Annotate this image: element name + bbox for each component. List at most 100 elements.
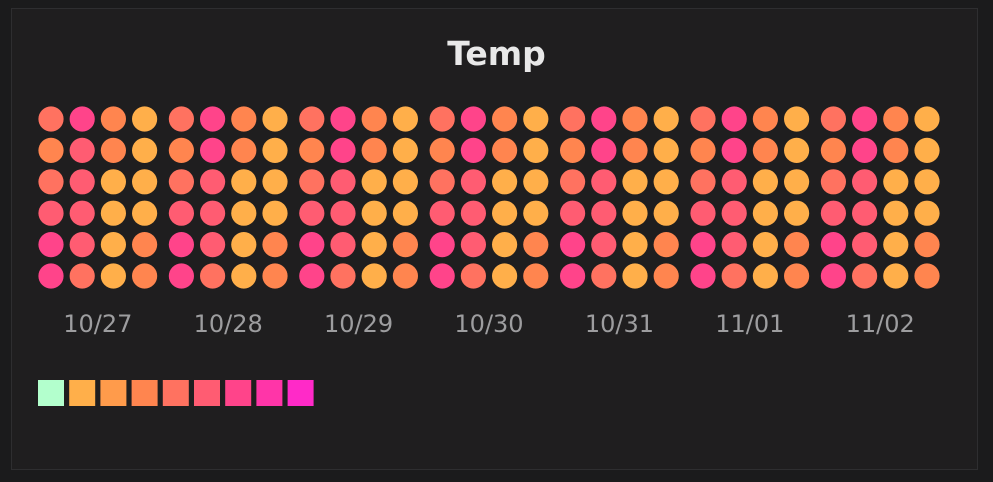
heatmap-cell — [591, 232, 617, 258]
heatmap-cell — [492, 263, 518, 289]
heatmap-cell — [330, 232, 356, 258]
heatmap-cell — [38, 263, 64, 289]
heatmap-cell — [262, 169, 288, 195]
heatmap-cell — [560, 106, 586, 132]
legend-swatch — [287, 380, 314, 406]
heatmap-cell — [262, 232, 288, 258]
heatmap-cell — [883, 106, 909, 132]
heatmap-cell — [460, 106, 486, 132]
heatmap-cell — [168, 169, 194, 195]
heatmap-cell — [820, 200, 847, 226]
heatmap-cell — [523, 169, 549, 195]
heatmap-cell — [690, 263, 716, 289]
legend-swatch — [131, 380, 158, 406]
heatmap-cell — [429, 263, 455, 289]
heatmap-cell — [38, 137, 64, 163]
heatmap-cell — [299, 137, 325, 163]
heatmap-cell — [690, 169, 716, 195]
heatmap-cell — [38, 106, 64, 132]
legend-swatch — [38, 380, 64, 406]
heatmap-cell — [492, 106, 518, 132]
heatmap-cell — [132, 137, 158, 163]
heatmap-cell — [622, 263, 648, 289]
heatmap-cell — [200, 200, 226, 226]
heatmap-cell — [914, 169, 940, 195]
heatmap-cell — [132, 263, 158, 289]
heatmap-cell — [721, 169, 747, 195]
heatmap-cell — [200, 263, 226, 289]
heatmap-cell — [622, 200, 648, 226]
heatmap-cell — [200, 232, 226, 258]
heatmap-cell — [392, 232, 418, 258]
heatmap-cell — [820, 232, 847, 258]
heatmap-cell — [392, 169, 418, 195]
heatmap-cell — [653, 169, 679, 195]
heatmap-cell — [523, 200, 549, 226]
heatmap-cell — [653, 200, 679, 226]
x-tick-label: 10/30 — [454, 310, 523, 338]
heatmap-cell — [132, 200, 158, 226]
heatmap-cell — [200, 169, 226, 195]
heatmap-cell — [560, 263, 586, 289]
heatmap-cell — [132, 169, 158, 195]
heatmap-cell — [653, 106, 679, 132]
heatmap-cell — [361, 169, 387, 195]
heatmap-cell — [914, 137, 940, 163]
heatmap-cell — [690, 137, 716, 163]
heatmap-cell — [69, 169, 95, 195]
heatmap-cell — [653, 137, 679, 163]
heatmap-cell — [69, 106, 95, 132]
heatmap-cell — [429, 137, 455, 163]
heatmap-cell — [299, 263, 325, 289]
heatmap-cell — [784, 169, 810, 195]
x-tick-label: 11/01 — [715, 310, 784, 338]
heatmap-cell — [460, 200, 486, 226]
heatmap-cell — [752, 263, 779, 289]
heatmap-cell — [262, 263, 288, 289]
heatmap-cell — [460, 232, 486, 258]
heatmap-cell — [460, 137, 486, 163]
heatmap-cell — [560, 200, 586, 226]
heatmap-cell — [492, 137, 518, 163]
heatmap-cell — [721, 106, 747, 132]
heatmap-cell — [361, 232, 387, 258]
heatmap-cell — [38, 232, 64, 258]
heatmap-cell — [883, 200, 909, 226]
heatmap-cell — [690, 200, 716, 226]
heatmap-cell — [330, 106, 356, 132]
heatmap-cell — [560, 232, 586, 258]
heatmap-cell — [361, 263, 387, 289]
heatmap-cell — [523, 263, 549, 289]
heatmap-cell — [392, 137, 418, 163]
chart-title: Temp — [447, 34, 546, 73]
heatmap-cell — [231, 200, 257, 226]
heatmap-cell — [883, 137, 909, 163]
heatmap-cell — [883, 232, 909, 258]
heatmap-cell — [392, 106, 418, 132]
heatmap-cell — [200, 106, 226, 132]
heatmap-cell — [361, 200, 387, 226]
heatmap-cell — [168, 232, 194, 258]
heatmap-cell — [914, 263, 940, 289]
heatmap-cell — [852, 200, 878, 226]
heatmap-cell — [492, 232, 518, 258]
heatmap-cell — [168, 106, 194, 132]
heatmap-cell — [914, 200, 940, 226]
heatmap-cell — [38, 200, 64, 226]
heatmap-cell — [752, 137, 779, 163]
heatmap-cell — [560, 169, 586, 195]
heatmap-cell — [721, 263, 747, 289]
heatmap-cell — [721, 232, 747, 258]
heatmap-cell — [69, 232, 95, 258]
heatmap-cell — [231, 169, 257, 195]
heatmap-cell — [299, 169, 325, 195]
heatmap-cell — [392, 263, 418, 289]
color-legend — [38, 380, 314, 406]
heatmap-cell — [591, 137, 617, 163]
heatmap-cell — [784, 263, 810, 289]
legend-swatch — [69, 380, 96, 406]
x-tick-label: 10/29 — [324, 310, 393, 338]
heatmap-cell — [752, 232, 779, 258]
heatmap-cell — [231, 137, 257, 163]
